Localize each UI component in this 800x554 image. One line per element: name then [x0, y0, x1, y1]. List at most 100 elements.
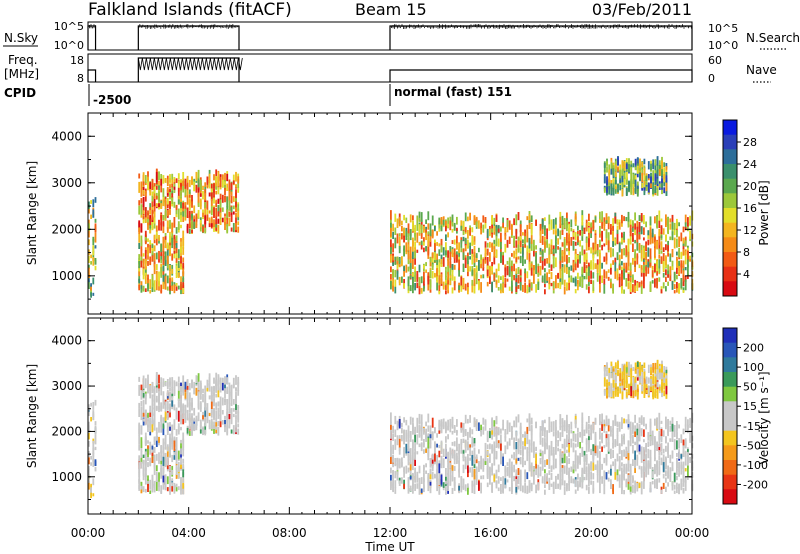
velocity-echo-cell — [592, 444, 595, 452]
velocity-echo-cell — [436, 454, 438, 463]
power-echo-cell — [219, 199, 222, 208]
velocity-echo-cell — [407, 490, 410, 494]
power-echo-cell — [188, 223, 191, 228]
power-echo-cell — [462, 277, 465, 289]
power-echo-cell — [650, 163, 652, 171]
velocity-echo-cell — [235, 424, 237, 433]
velocity-echo-cell — [561, 443, 564, 449]
power-echo-cell — [158, 180, 160, 188]
velocity-echo-cell — [592, 456, 595, 463]
velocity-echo-cell — [177, 410, 180, 422]
velocity-echo-cell — [588, 429, 590, 436]
power-echo-cell — [610, 162, 613, 169]
power-echo-cell — [160, 178, 163, 186]
velocity-echo-cell — [464, 458, 467, 470]
velocity-echo-cell — [484, 449, 487, 459]
power-echo-cell — [180, 190, 182, 199]
velocity-echo-cell — [658, 460, 661, 470]
velocity-echo-cell — [539, 466, 542, 477]
power-echo-cell — [574, 253, 577, 262]
power-echo-cell — [621, 270, 623, 277]
velocity-echo-cell — [431, 417, 434, 428]
power-echo-cell — [616, 229, 619, 234]
velocity-echo-cell — [199, 429, 202, 434]
power-echo-cell — [671, 231, 674, 241]
velocity-echo-cell — [162, 423, 165, 429]
power-echo-cell — [625, 171, 628, 180]
velocity-echo-cell — [638, 417, 641, 424]
power-echo-cell — [486, 269, 489, 277]
velocity-echo-cell — [643, 480, 645, 489]
velocity-echo-cell — [614, 440, 617, 445]
power-echo-cell — [175, 243, 178, 254]
power-echo-cell — [467, 239, 469, 249]
power-echo-cell — [506, 265, 509, 276]
velocity-echo-cell — [151, 456, 154, 463]
velocity-echo-cell — [418, 465, 421, 474]
velocity-echo-cell — [164, 381, 167, 387]
power-echo-cell — [164, 208, 167, 219]
power-echo-cell — [401, 225, 403, 232]
power-echo-cell — [530, 241, 533, 251]
velocity-echo-cell — [403, 429, 405, 440]
power-echo-cell — [621, 248, 623, 259]
velocity-echo-cell — [398, 419, 401, 429]
power-echo-cell — [429, 233, 432, 242]
power-echo-cell — [217, 224, 220, 234]
velocity-echo-cell — [467, 483, 469, 488]
power-echo-cell — [530, 267, 533, 276]
velocity-echo-cell — [559, 426, 562, 431]
power-echo-cell — [616, 268, 619, 275]
power-echo-cell — [627, 251, 630, 259]
power-echo-cell — [94, 223, 97, 233]
velocity-echo-cell — [643, 473, 645, 482]
velocity-echo-cell — [153, 386, 156, 392]
velocity-echo-cell — [616, 453, 619, 462]
velocity-echo-cell — [447, 485, 449, 491]
power-echo-cell — [511, 271, 513, 281]
velocity-echo-cell — [90, 462, 92, 466]
power-echo-cell — [142, 172, 145, 182]
power-echo-cell — [634, 166, 637, 171]
velocity-echo-cell — [656, 478, 658, 489]
power-echo-cell — [149, 256, 152, 266]
power-echo-cell — [447, 250, 449, 258]
power-echo-cell — [175, 261, 178, 265]
power-echo-cell — [607, 276, 610, 281]
power-echo-cell — [596, 250, 599, 257]
velocity-echo-cell — [480, 464, 482, 470]
power-echo-cell — [416, 282, 419, 289]
velocity-echo-cell — [458, 469, 460, 478]
power-echo-cell — [625, 245, 628, 256]
velocity-echo-cell — [632, 422, 634, 429]
velocity-echo-cell — [438, 444, 441, 449]
power-echo-cell — [660, 227, 663, 235]
velocity-echo-cell — [530, 429, 533, 438]
velocity-echo-cell — [491, 431, 493, 440]
power-echo-cell — [530, 282, 533, 289]
power-echo-cell — [445, 266, 447, 270]
velocity-echo-cell — [94, 446, 97, 451]
velocity-echo-cell — [401, 434, 403, 442]
power-echo-cell — [213, 189, 215, 198]
power-echo-cell — [471, 227, 474, 233]
power-echo-cell — [645, 175, 648, 185]
power-echo-cell — [429, 223, 432, 233]
velocity-echo-cell — [171, 387, 174, 391]
velocity-echo-cell — [495, 474, 498, 479]
power-echo-cell — [528, 264, 531, 271]
velocity-echo-cell — [414, 452, 416, 460]
velocity-echo-cell — [530, 426, 533, 432]
velocity-echo-cell — [144, 473, 147, 477]
power-echo-cell — [88, 239, 90, 246]
power-echo-cell — [581, 273, 584, 279]
power-echo-cell — [484, 259, 487, 264]
power-echo-cell — [475, 265, 478, 273]
velocity-echo-cell — [638, 444, 641, 452]
power-echo-cell — [449, 246, 452, 254]
velocity-echo-cell — [407, 467, 410, 473]
velocity-echo-cell — [151, 445, 154, 450]
velocity-echo-cell — [515, 449, 518, 456]
power-echo-cell — [508, 236, 511, 244]
power-echo-cell — [585, 284, 588, 290]
